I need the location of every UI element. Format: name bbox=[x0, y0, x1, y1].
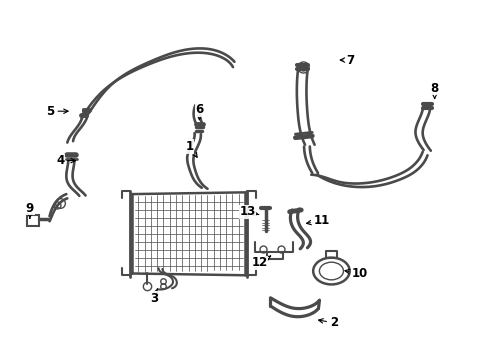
Text: 3: 3 bbox=[150, 288, 158, 305]
Text: 8: 8 bbox=[431, 82, 439, 99]
Text: 7: 7 bbox=[340, 54, 355, 67]
Text: 6: 6 bbox=[195, 103, 203, 120]
Text: 10: 10 bbox=[345, 267, 368, 280]
Text: 13: 13 bbox=[239, 205, 259, 218]
Text: 2: 2 bbox=[318, 316, 338, 329]
Text: 9: 9 bbox=[26, 202, 34, 218]
Text: 1: 1 bbox=[186, 140, 197, 157]
Text: 11: 11 bbox=[307, 214, 330, 227]
Text: 5: 5 bbox=[47, 105, 68, 118]
Bar bbox=[27, 215, 40, 226]
Text: 4: 4 bbox=[56, 154, 75, 167]
Text: 12: 12 bbox=[251, 256, 270, 269]
